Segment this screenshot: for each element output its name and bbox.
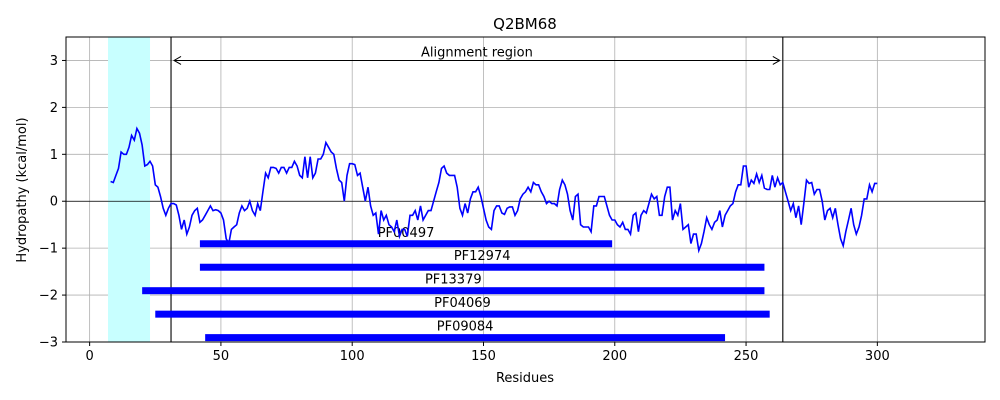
plot-frame [65,36,986,343]
y-tick-label: 3 [50,54,58,69]
x-axis-ticks: 0 50 100 150 200 250 300 [85,342,890,364]
domain-label: PF09084 [437,320,494,335]
x-tick-label: 50 [213,349,230,364]
grid-lines [66,37,985,343]
x-tick-label: 150 [471,349,496,364]
domain-bar [155,310,770,318]
alignment-region: Alignment region [170,37,784,342]
alignment-region-label: Alignment region [421,45,533,60]
y-axis-label: Hydropathy (kcal/mol) [15,117,30,262]
alignment-arrowhead-left [173,56,182,65]
domain-bar [142,287,765,295]
x-tick-label: 200 [602,349,627,364]
y-tick-label: −3 [39,336,58,351]
alignment-arrowhead-right [772,56,781,65]
x-tick-label: 0 [85,349,93,364]
domain-bar [199,263,765,271]
y-tick-label: −2 [39,289,58,304]
domain-label: PF04069 [434,296,491,311]
y-tick-label: 2 [50,101,58,116]
y-tick-label: 0 [50,195,58,210]
hydropathy-line [110,126,878,254]
x-axis-label: Residues [496,371,554,386]
x-tick-label: 250 [734,349,759,364]
domain-bar [205,334,726,342]
domain-bar [199,240,613,248]
domain-label: PF13379 [425,273,482,288]
signal-region-band [108,37,151,342]
y-tick-label: 1 [50,148,58,163]
y-tick-label: −1 [39,242,58,257]
chart-title: Q2BM68 [493,15,557,33]
y-axis-ticks: −3 −2 −1 0 1 2 3 [39,54,66,351]
x-tick-label: 100 [340,349,365,364]
x-tick-label: 300 [865,349,890,364]
domain-label: PF12974 [454,249,511,264]
